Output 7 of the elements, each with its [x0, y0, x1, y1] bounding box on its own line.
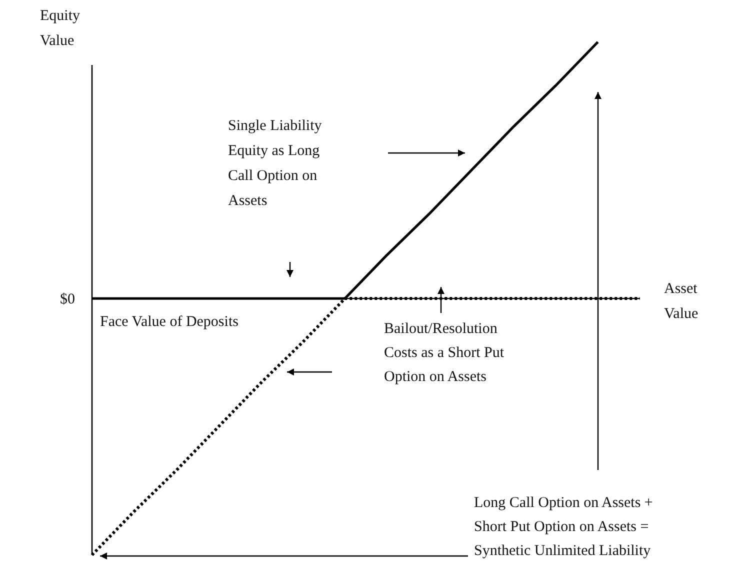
- annotation: Bailout/Resolution Costs as a Short Put Option on Assets: [384, 321, 505, 385]
- annotation: Single Liability Equity as Long Call Option on Assets: [228, 118, 322, 209]
- x-axis-title: Asset Value: [664, 281, 698, 322]
- y-axis-title: Equity Value: [40, 8, 80, 49]
- annotation: Face Value of Deposits: [100, 314, 239, 330]
- text: $0: [60, 292, 75, 308]
- annotation: Long Call Option on Assets + Short Put Option on Assets = Synthetic Unlimited Liability: [474, 495, 653, 559]
